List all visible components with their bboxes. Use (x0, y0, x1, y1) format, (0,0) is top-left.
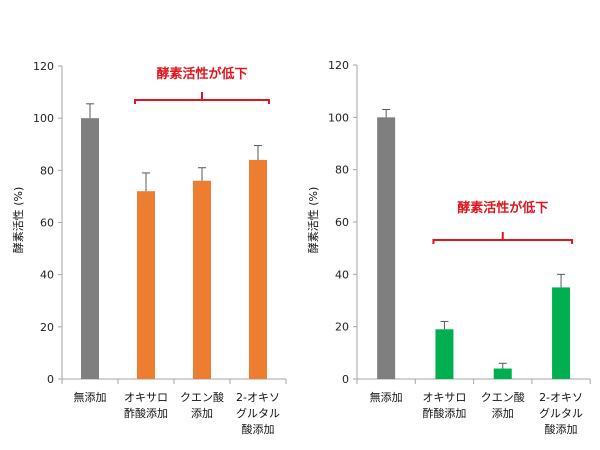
bar (377, 117, 396, 379)
annotation-bracket (432, 232, 574, 244)
category-label: クエン酸 (180, 390, 224, 404)
category-label: オキサロ (422, 391, 466, 404)
y-tick-label: 80 (40, 164, 54, 177)
category-label: 添加 (191, 406, 213, 420)
category-label: 酸添加 (242, 422, 275, 436)
category-label: オキサロ (124, 391, 168, 404)
annotation-text: 酵素活性が低下 (457, 200, 548, 216)
y-tick-label: 0 (47, 373, 54, 386)
y-tick-label: 80 (335, 164, 349, 177)
category-label: 2-オキソ (539, 391, 583, 404)
y-axis-label: 酵素活性 (%) (11, 187, 25, 254)
category-label: 添加 (492, 406, 514, 420)
y-tick-label: 40 (40, 269, 54, 282)
y-tick-label: 100 (328, 111, 349, 124)
annotation-text: 酵素活性が低下 (156, 66, 247, 82)
bar (81, 118, 99, 380)
bar (493, 368, 512, 379)
y-tick-label: 120 (33, 60, 54, 73)
y-axis-label: 酵素活性 (%) (306, 187, 320, 254)
bar (137, 191, 155, 379)
category-label: 2-オキソ (236, 391, 280, 404)
bar (552, 287, 571, 379)
y-tick-label: 20 (40, 321, 54, 334)
category-label: グルタル (236, 406, 280, 420)
y-tick-label: 60 (335, 216, 349, 229)
bar (249, 159, 267, 379)
category-label: クエン酸 (481, 390, 525, 404)
category-label: 酢酸添加 (124, 406, 168, 420)
y-tick-label: 40 (335, 268, 349, 281)
category-label: グルタル (539, 406, 583, 420)
category-label: 酸添加 (545, 422, 578, 436)
bar (435, 329, 454, 379)
category-label: 無添加 (370, 390, 403, 404)
category-label: 酢酸添加 (422, 406, 466, 420)
y-tick-label: 100 (33, 112, 54, 125)
annotation-bracket (134, 92, 270, 104)
y-tick-label: 60 (40, 217, 54, 230)
y-tick-label: 120 (328, 59, 349, 72)
y-tick-label: 0 (342, 373, 349, 386)
bar (193, 180, 211, 379)
y-tick-label: 20 (335, 321, 349, 334)
category-label: 無添加 (74, 390, 107, 404)
